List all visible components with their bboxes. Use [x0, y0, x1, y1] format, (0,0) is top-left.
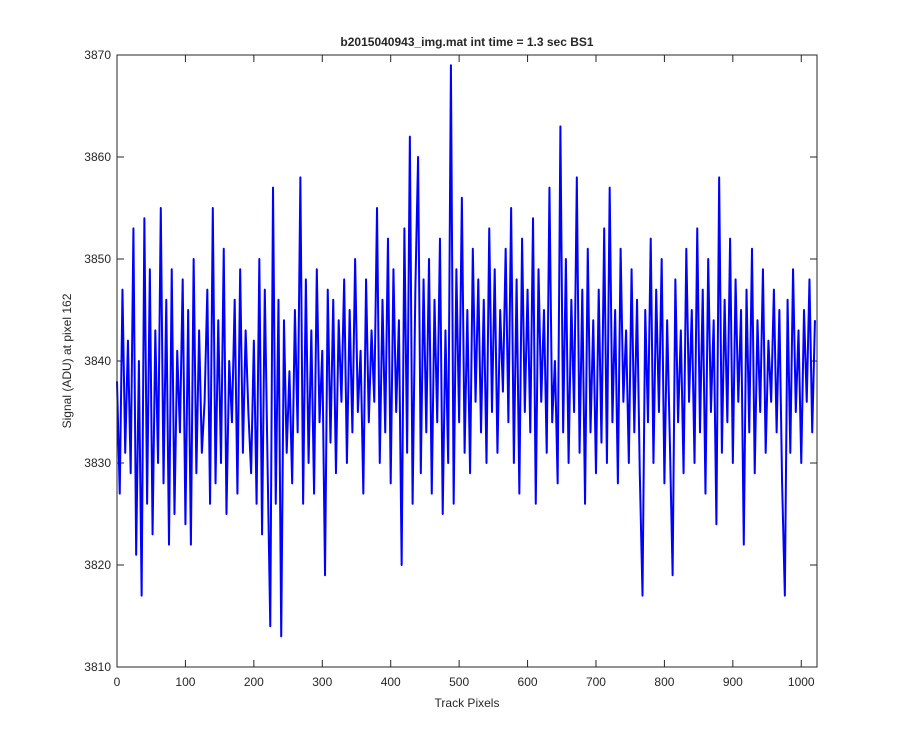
- y-tick-label: 3820: [84, 558, 111, 572]
- data-line: [116, 64, 816, 638]
- x-tick-label: 1000: [788, 675, 815, 689]
- x-tick-label: 800: [654, 675, 674, 689]
- axes-box: [116, 54, 818, 668]
- x-tick-label: 600: [518, 675, 538, 689]
- x-tick-label: 400: [381, 675, 401, 689]
- x-tick-label: 200: [244, 675, 264, 689]
- x-tick-label: 0: [114, 675, 121, 689]
- y-tick-label: 3830: [84, 456, 111, 470]
- x-tick-label: 700: [586, 675, 606, 689]
- x-tick-label: 100: [175, 675, 195, 689]
- x-tick-label: 500: [449, 675, 469, 689]
- y-axis-label: Signal (ADU) at pixel 162: [60, 293, 74, 428]
- y-tick-label: 3870: [84, 48, 111, 62]
- y-tick-label: 3860: [84, 150, 111, 164]
- chart-title: b2015040943_img.mat int time = 1.3 sec B…: [340, 35, 593, 49]
- x-axis-label: Track Pixels: [435, 696, 500, 710]
- y-tick-label: 3810: [84, 660, 111, 674]
- x-tick-label: 900: [723, 675, 743, 689]
- y-tick-label: 3850: [84, 252, 111, 266]
- y-tick-label: 3840: [84, 354, 111, 368]
- x-tick-label: 300: [312, 675, 332, 689]
